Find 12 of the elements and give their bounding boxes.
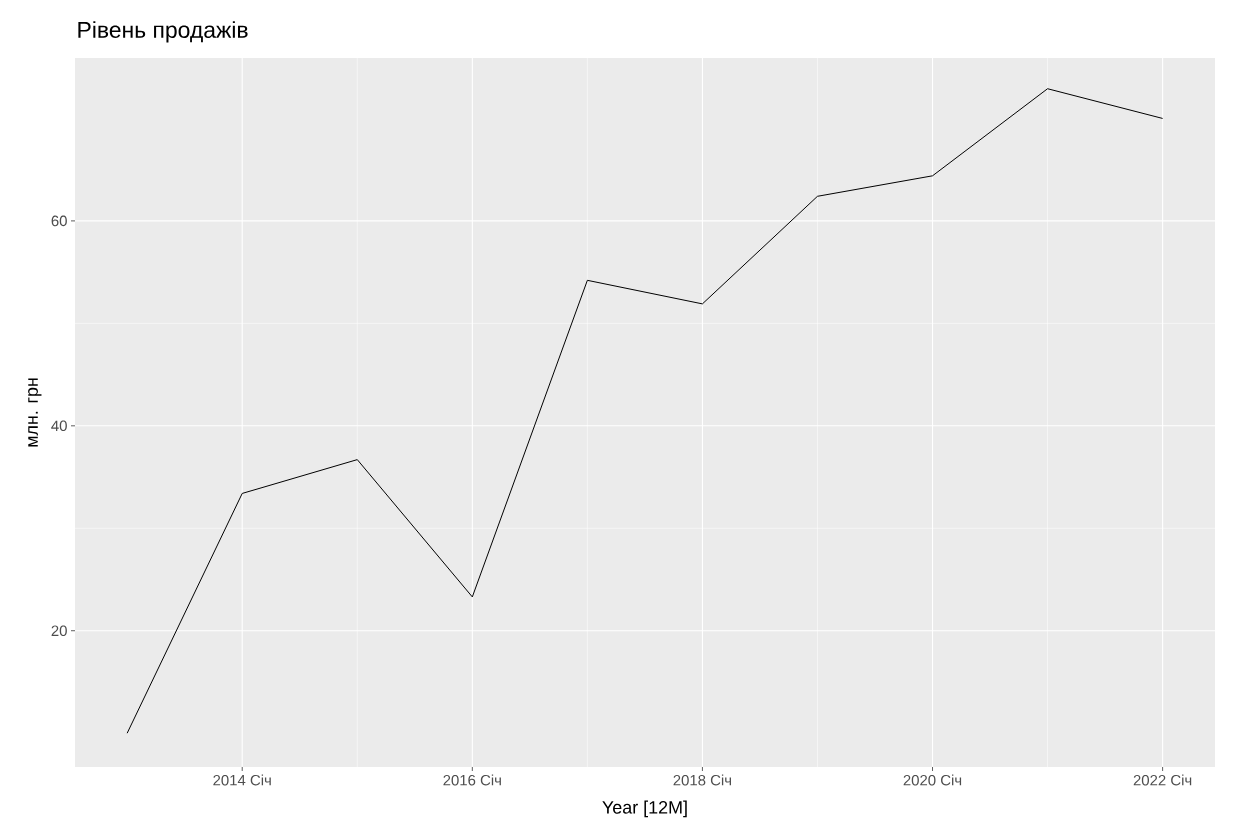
x-tick-label: 2014 Січ [213, 774, 271, 786]
y-axis-title: млн. грн [28, 378, 42, 447]
x-tick-label: 2018 Січ [673, 774, 731, 786]
line-series [126, 88, 1164, 734]
chart-title: Рівень продажів [78, 21, 248, 43]
x-tick-label: 2022 Січ [1133, 774, 1192, 786]
x-tick-label: 2020 Січ [903, 774, 962, 786]
y-tick-label: 60 [51, 215, 67, 227]
y-tick-label: 20 [51, 625, 67, 637]
x-tick-label: 2016 Січ [443, 774, 501, 786]
y-tick-label: 40 [51, 420, 67, 432]
x-axis-title: Year [12M] [602, 800, 687, 818]
